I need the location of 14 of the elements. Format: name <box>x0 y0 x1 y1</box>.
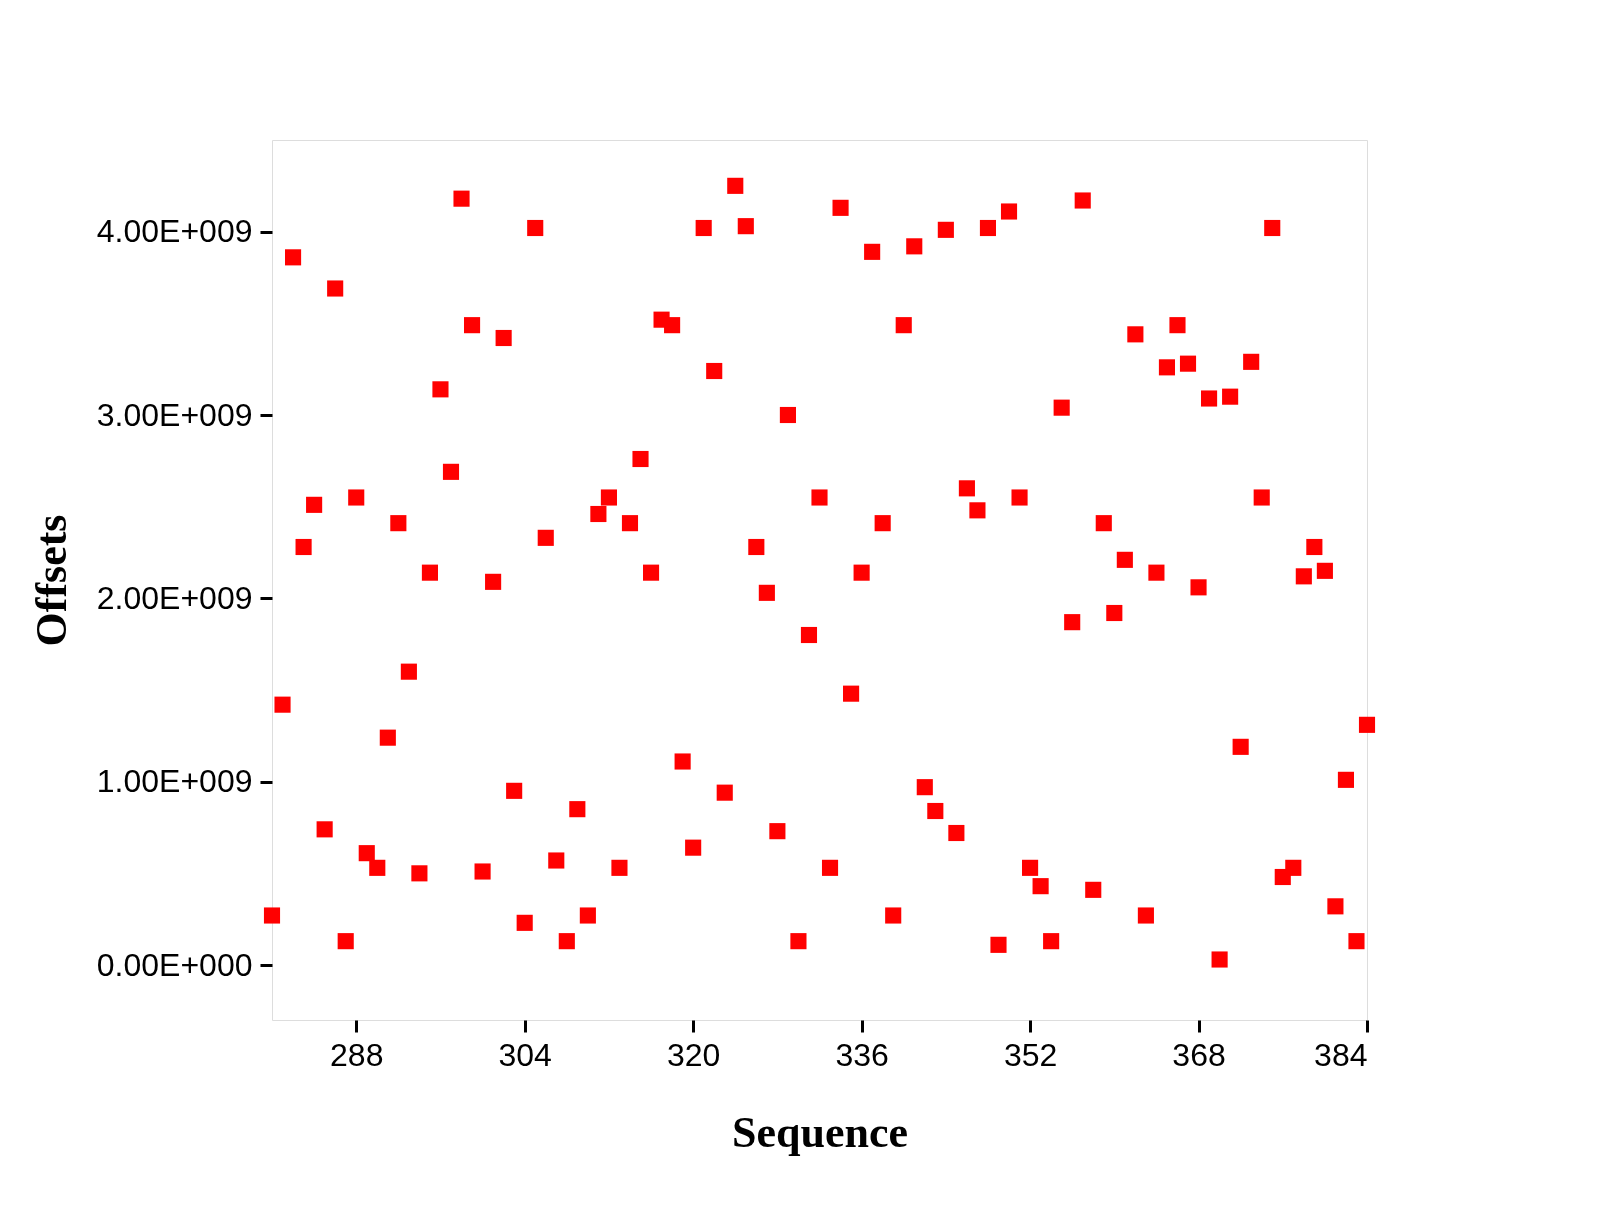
x-tick-label: 336 <box>835 1036 889 1073</box>
y-tick-label: 1.00E+009 <box>96 763 253 800</box>
y-axis-title: Offsets <box>26 514 76 647</box>
x-tick-label: 320 <box>666 1036 721 1073</box>
x-tick-label: 352 <box>1003 1036 1058 1073</box>
x-tick-label: 384 <box>1314 1036 1368 1073</box>
y-tick-label: 3.00E+009 <box>96 396 253 433</box>
x-axis-title: Sequence <box>732 1107 908 1157</box>
x-tick-label: 288 <box>330 1036 384 1073</box>
y-tick-label: 4.00E+009 <box>96 213 253 250</box>
x-tick-label: 368 <box>1172 1036 1226 1073</box>
x-tick-label: 304 <box>498 1036 552 1073</box>
y-tick-label: 0.00E+000 <box>96 946 253 983</box>
y-tick-label: 2.00E+009 <box>96 579 253 616</box>
